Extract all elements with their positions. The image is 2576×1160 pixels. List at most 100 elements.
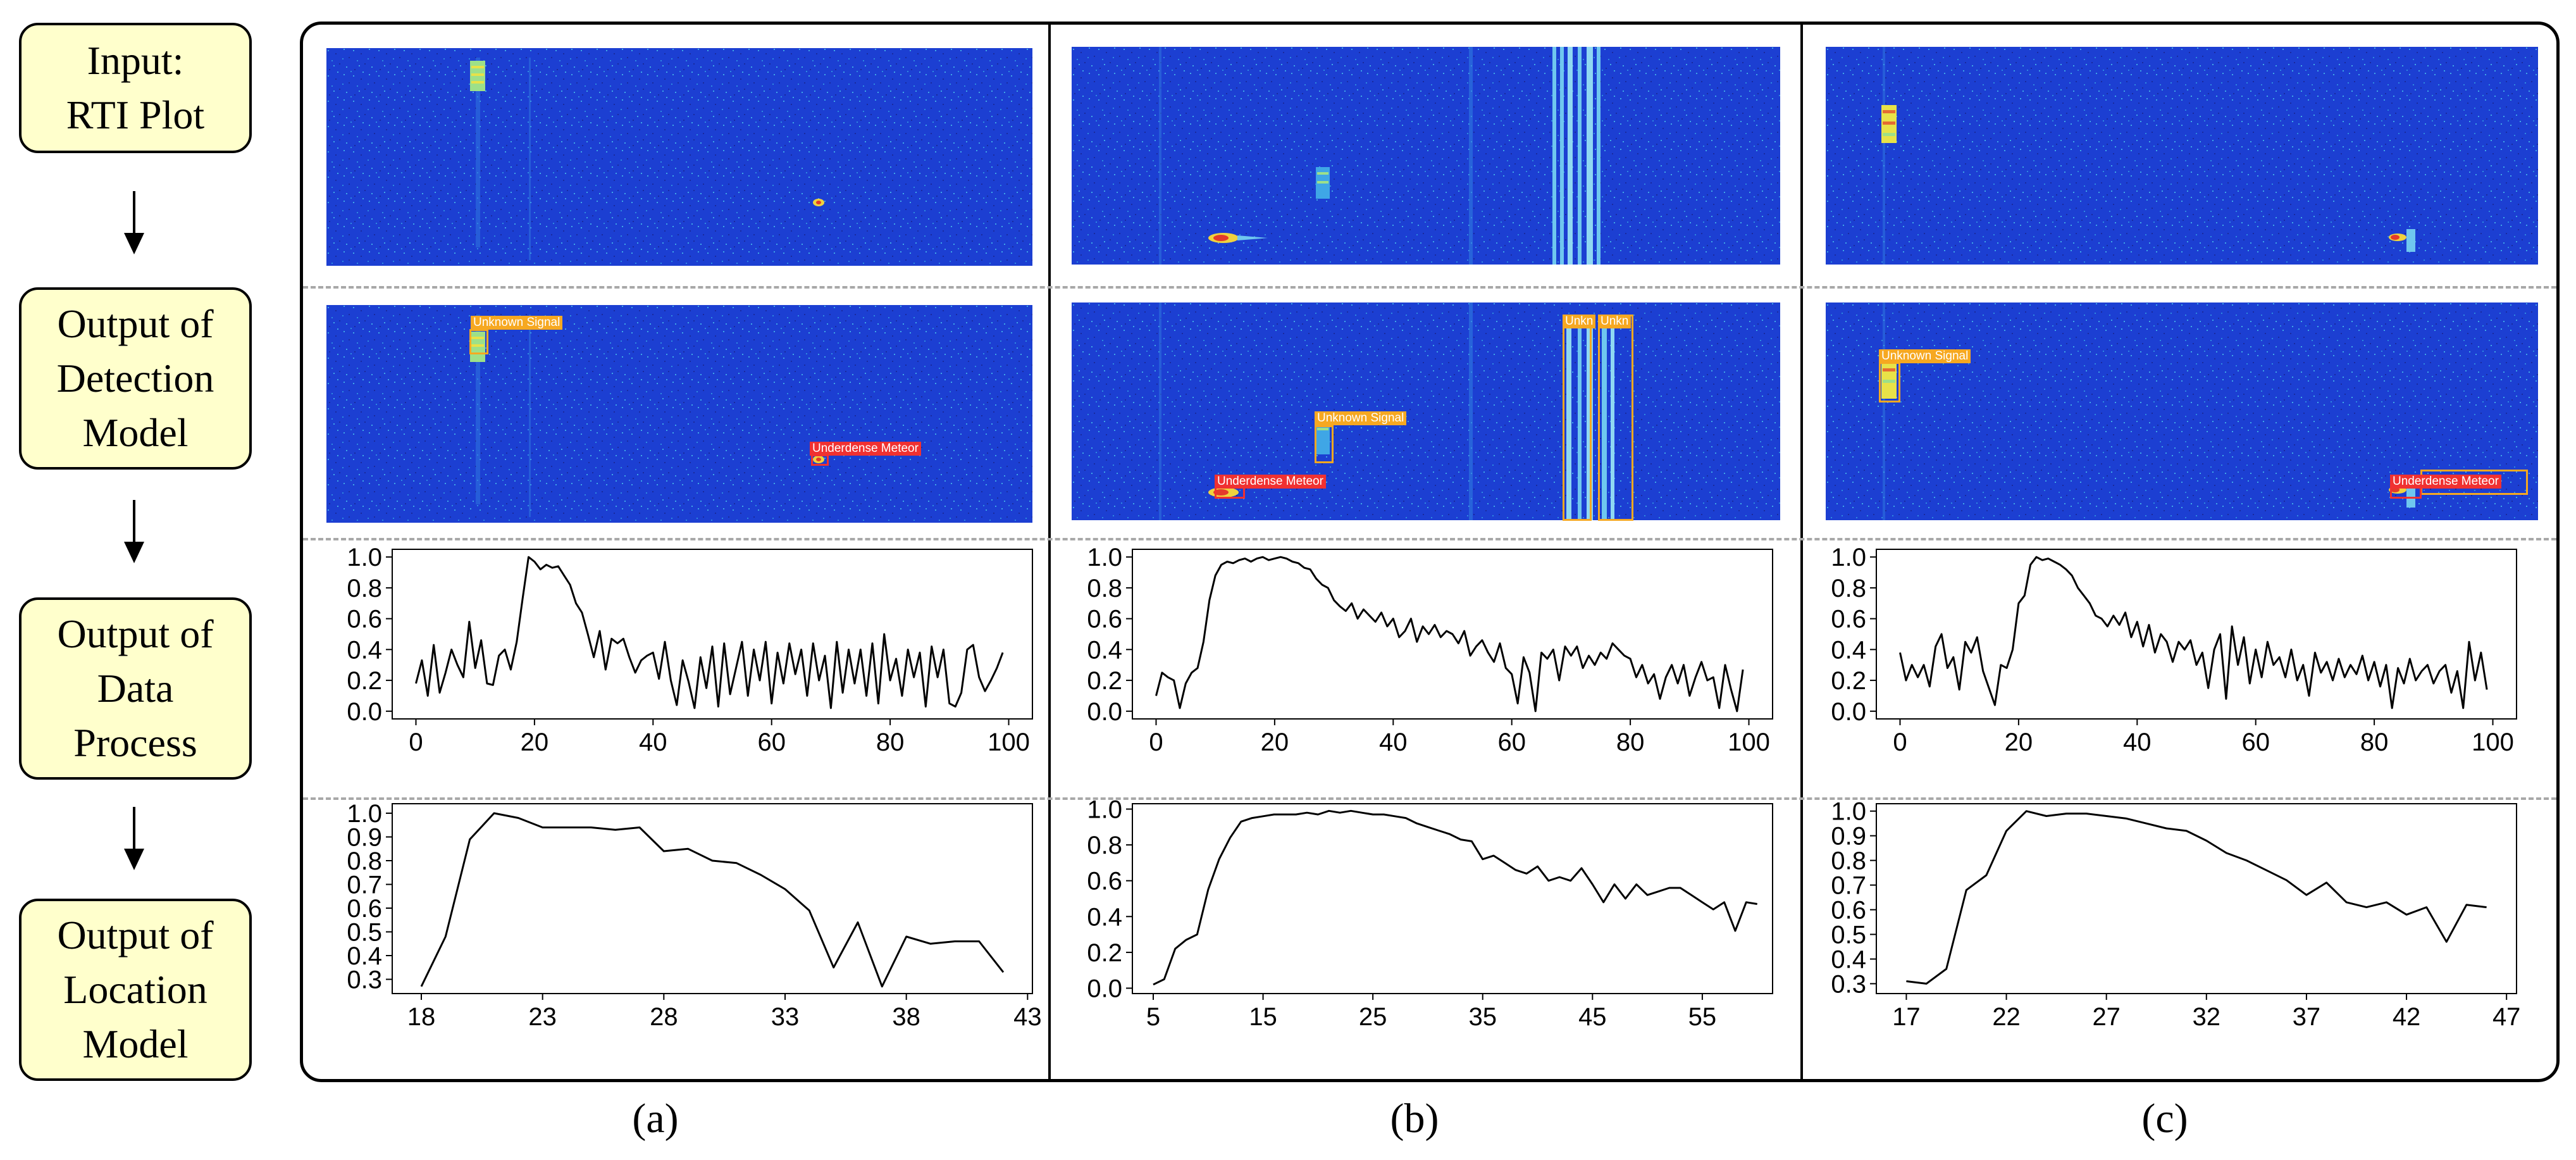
y-tick-label: 1.0 bbox=[1087, 795, 1122, 823]
row-separator bbox=[303, 538, 2556, 540]
detection-label-unknown-signal: Unknown Signal bbox=[1315, 411, 1407, 425]
detection-label-underdense-meteor: Underdense Meteor bbox=[810, 442, 921, 456]
x-tick-label: 40 bbox=[2123, 728, 2152, 756]
rti-plot-a bbox=[326, 48, 1032, 266]
plot-area-frame bbox=[392, 549, 1033, 720]
y-tick-label: 0.2 bbox=[1087, 939, 1122, 967]
y-tick-label: 1.0 bbox=[347, 800, 382, 828]
detection-box-unknown-signal bbox=[1879, 362, 1900, 402]
series-line bbox=[1155, 556, 1744, 713]
rti-plot-b bbox=[1072, 47, 1780, 265]
y-tick-label: 1.0 bbox=[1087, 544, 1122, 571]
x-tick-label: 25 bbox=[1359, 1003, 1387, 1031]
y-tick-label: 0.4 bbox=[1831, 636, 1866, 664]
plot-area-frame bbox=[1132, 549, 1773, 720]
chart-c-location: 0.30.40.50.60.70.80.91.0 17 22 27 32 37 42 47 bbox=[1831, 798, 2520, 1031]
stage-label-location: Output of Location Model bbox=[57, 913, 214, 1066]
x-tick-label: 40 bbox=[639, 728, 667, 756]
column-separator bbox=[1800, 22, 1803, 1082]
x-tick-label: 22 bbox=[1992, 1003, 2021, 1031]
x-tick-label: 55 bbox=[1688, 1003, 1717, 1031]
y-tick-label: 0.6 bbox=[347, 606, 382, 633]
detection-box-underdense-meteor bbox=[811, 454, 829, 466]
detection-box-unknown-signal bbox=[1315, 425, 1334, 463]
stage-box-detection: Output of Detection Model bbox=[19, 287, 252, 470]
x-tick-label: 47 bbox=[2492, 1003, 2521, 1031]
series-line bbox=[415, 556, 1004, 709]
x-tick-label: 60 bbox=[757, 728, 786, 756]
y-tick-label: 0.5 bbox=[347, 919, 382, 947]
chart-c-process: 0.0 0.2 0.4 0.6 0.8 1.0 0 20 40 60 80 100 bbox=[1831, 544, 2517, 756]
y-tick-label: 0.4 bbox=[347, 636, 382, 664]
stage-box-location: Output of Location Model bbox=[19, 899, 252, 1081]
plot-area-frame bbox=[1876, 549, 2517, 720]
caption-b: (b) bbox=[1390, 1095, 1439, 1142]
y-tick-label: 0.8 bbox=[1831, 847, 1866, 875]
y-tick-label: 0.4 bbox=[1087, 636, 1122, 664]
x-tick-label: 15 bbox=[1249, 1003, 1277, 1031]
column-separator bbox=[1048, 22, 1051, 1082]
chart-a-location: 0.30.40.50.60.70.80.91.0 18 23 28 33 38 43 bbox=[347, 800, 1041, 1031]
y-tick-label: 0.3 bbox=[347, 966, 382, 994]
y-tick-label: 1.0 bbox=[1831, 798, 1866, 826]
y-tick-label: 0.9 bbox=[1831, 823, 1866, 851]
series-line bbox=[1899, 556, 2488, 709]
y-tick-label: 0.6 bbox=[1831, 606, 1866, 633]
x-tick-label: 40 bbox=[1379, 728, 1408, 756]
results-frame bbox=[300, 22, 2560, 1082]
x-tick-label: 17 bbox=[1892, 1003, 1921, 1031]
y-tick-label: 0.0 bbox=[1831, 698, 1866, 726]
series-line bbox=[1906, 810, 2487, 985]
y-tick-label: 0.8 bbox=[347, 847, 382, 875]
x-tick-label: 60 bbox=[2241, 728, 2270, 756]
series-line bbox=[1153, 809, 1757, 986]
x-tick-label: 100 bbox=[2472, 728, 2514, 756]
x-tick-label: 20 bbox=[2005, 728, 2033, 756]
y-tick-label: 0.7 bbox=[1831, 872, 1866, 900]
stage-label-detection: Output of Detection Model bbox=[56, 301, 214, 455]
y-tick-label: 0.6 bbox=[1087, 868, 1122, 895]
series-line bbox=[420, 812, 1005, 988]
y-tick-label: 0.2 bbox=[1831, 667, 1866, 695]
detection-label-underdense-meteor: Underdense Meteor bbox=[1215, 475, 1326, 489]
x-tick-label: 80 bbox=[1616, 728, 1645, 756]
y-tick-label: 0.6 bbox=[347, 895, 382, 923]
y-tick-label: 0.0 bbox=[1087, 975, 1122, 1003]
y-tick-label: 0.0 bbox=[347, 698, 382, 726]
y-tick-label: 0.0 bbox=[1087, 698, 1122, 726]
x-tick-label: 18 bbox=[407, 1003, 436, 1031]
y-tick-label: 0.8 bbox=[347, 575, 382, 602]
y-tick-label: 0.2 bbox=[1087, 667, 1122, 695]
chart-b-location: 0.0 0.2 0.4 0.6 0.8 1.0 5 15 25 35 45 55 bbox=[1087, 795, 1773, 1031]
detection-box-unknown-signal bbox=[469, 329, 488, 354]
y-tick-label: 0.4 bbox=[1087, 903, 1122, 931]
y-tick-label: 0.2 bbox=[347, 667, 382, 695]
x-tick-label: 0 bbox=[1893, 728, 1907, 756]
y-tick-label: 0.6 bbox=[1087, 606, 1122, 633]
y-tick-label: 0.5 bbox=[1831, 921, 1866, 949]
x-tick-label: 33 bbox=[771, 1003, 800, 1031]
x-tick-label: 37 bbox=[2293, 1003, 2321, 1031]
y-tick-label: 1.0 bbox=[1831, 544, 1866, 571]
chart-b-process: 0.0 0.2 0.4 0.6 0.8 1.0 0 20 40 60 80 100 bbox=[1087, 544, 1773, 756]
plot-area-frame bbox=[392, 803, 1033, 994]
x-tick-label: 43 bbox=[1013, 1003, 1042, 1031]
x-tick-label: 0 bbox=[1149, 728, 1163, 756]
y-tick-label: 0.7 bbox=[347, 871, 382, 899]
x-tick-label: 27 bbox=[2092, 1003, 2121, 1031]
x-tick-label: 100 bbox=[1728, 728, 1770, 756]
stage-box-input: Input: RTI Plot bbox=[19, 23, 252, 153]
row-separator bbox=[303, 797, 2556, 800]
y-tick-label: 0.4 bbox=[1831, 945, 1866, 973]
detection-plot-a bbox=[326, 305, 1032, 523]
stage-label-data-process: Output of Data Process bbox=[57, 611, 214, 765]
x-tick-label: 5 bbox=[1146, 1003, 1160, 1031]
row-separator bbox=[303, 286, 2556, 289]
chart-a-process: 0.0 0.2 0.4 0.6 0.8 1.0 0 20 40 60 80 100 bbox=[347, 544, 1033, 756]
detection-plot-c bbox=[1826, 302, 2538, 520]
y-tick-label: 1.0 bbox=[347, 544, 382, 571]
x-tick-label: 32 bbox=[2193, 1003, 2221, 1031]
x-tick-label: 60 bbox=[1497, 728, 1526, 756]
y-tick-label: 0.8 bbox=[1087, 575, 1122, 602]
y-tick-label: 0.9 bbox=[347, 824, 382, 852]
